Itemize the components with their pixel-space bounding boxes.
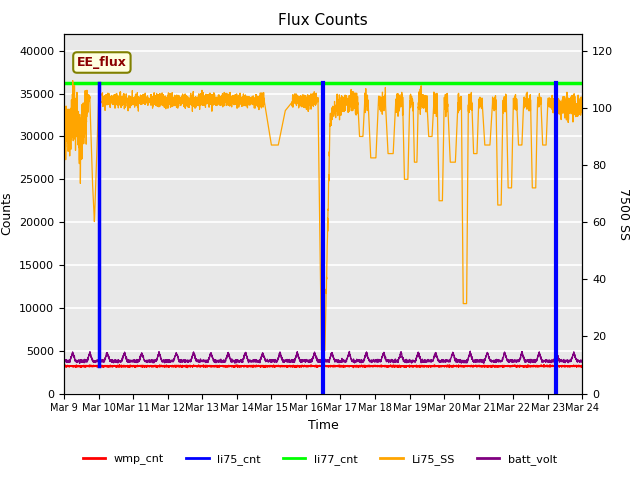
Title: Flux Counts: Flux Counts xyxy=(278,13,368,28)
Y-axis label: 7500 SS: 7500 SS xyxy=(617,188,630,240)
Text: EE_flux: EE_flux xyxy=(77,56,127,69)
Y-axis label: Counts: Counts xyxy=(1,192,13,235)
Legend: wmp_cnt, li75_cnt, li77_cnt, Li75_SS, batt_volt: wmp_cnt, li75_cnt, li77_cnt, Li75_SS, ba… xyxy=(78,450,562,469)
X-axis label: Time: Time xyxy=(308,419,339,432)
